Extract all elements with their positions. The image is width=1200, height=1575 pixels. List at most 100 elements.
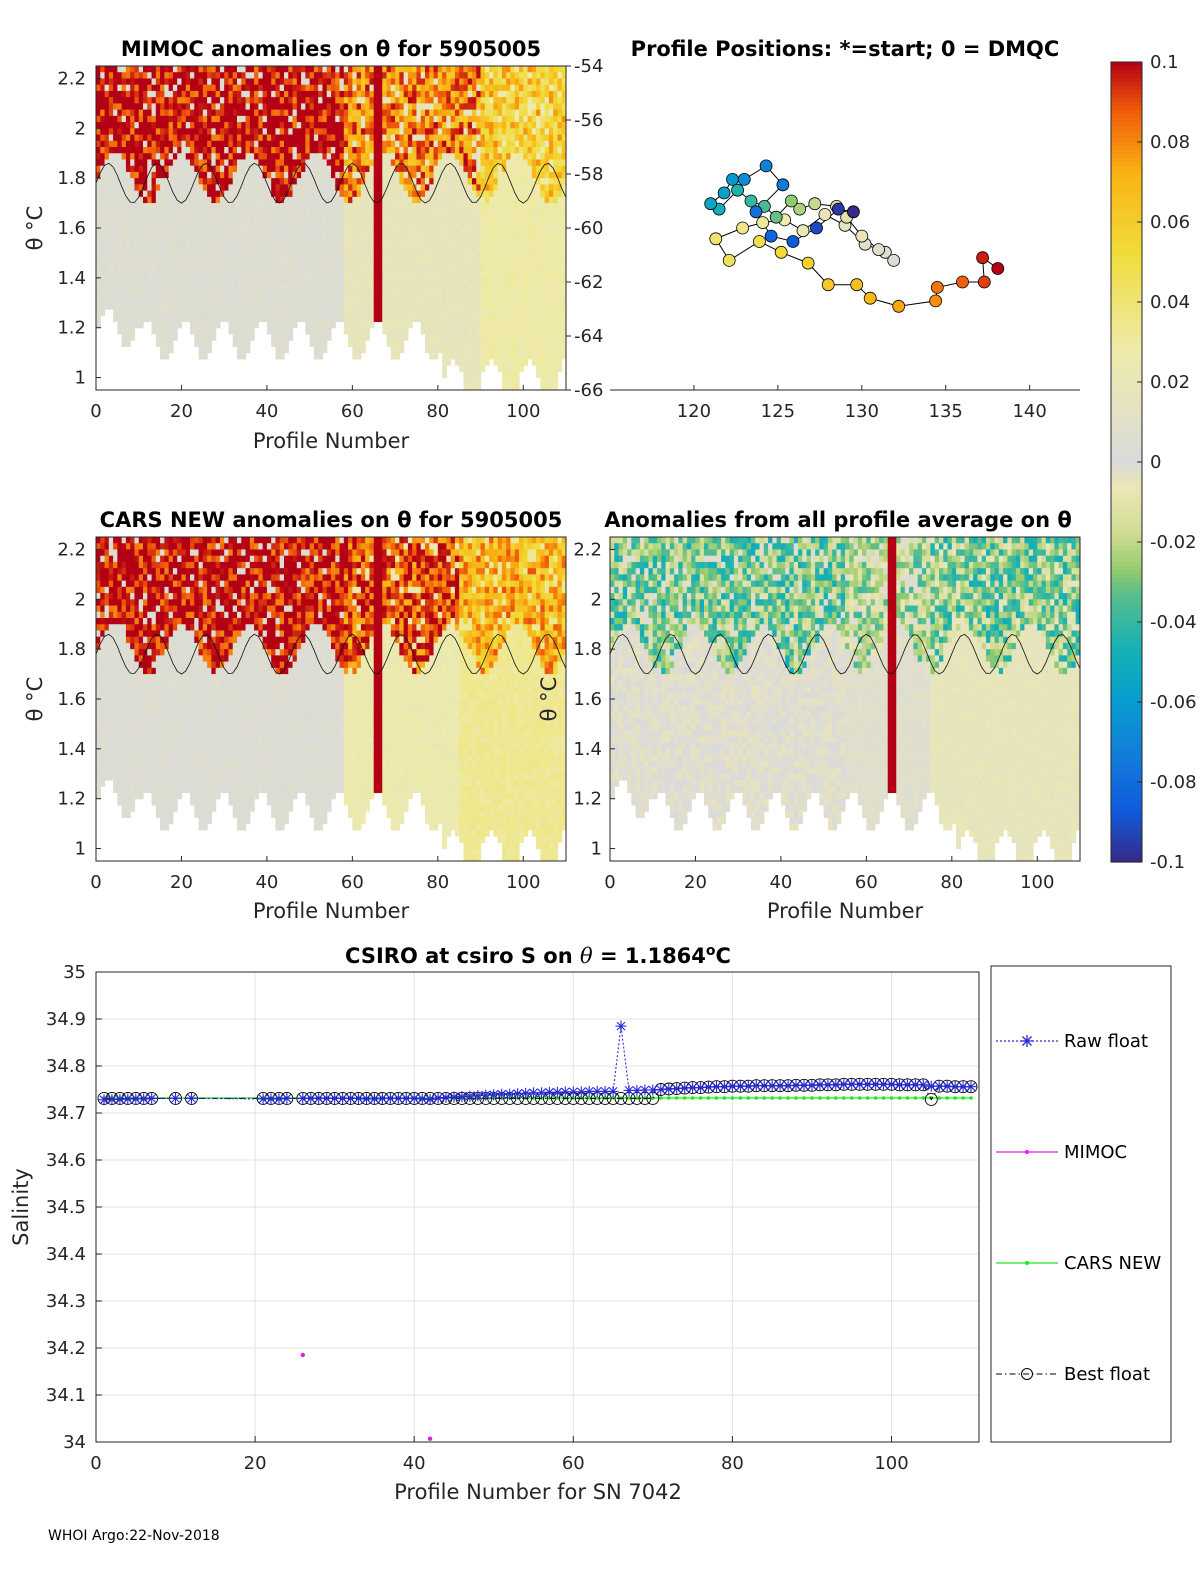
heatmap-cell xyxy=(386,90,392,98)
heatmap-cell xyxy=(202,128,208,136)
heatmap-cell xyxy=(553,221,559,229)
heatmap-cell xyxy=(181,290,187,298)
heatmap-cell xyxy=(181,271,187,279)
heatmap-cell xyxy=(553,234,559,242)
heatmap-cell xyxy=(331,184,336,192)
heatmap-cell xyxy=(420,90,426,98)
heatmap-cell xyxy=(378,122,383,129)
heatmap-cell xyxy=(437,140,443,148)
heatmap-cell xyxy=(463,302,469,310)
heatmap-cell xyxy=(416,221,422,229)
heatmap-cell xyxy=(527,290,533,298)
heatmap-cell xyxy=(399,246,405,254)
heatmap-cell xyxy=(442,259,447,266)
heatmap-cell xyxy=(198,259,204,266)
heatmap-cell xyxy=(202,103,208,111)
heatmap-cell xyxy=(378,153,383,161)
heatmap-cell xyxy=(360,309,366,316)
heatmap-cell xyxy=(335,115,341,123)
heatmap-cell xyxy=(378,165,383,173)
heatmap-cell xyxy=(395,97,400,104)
heatmap-cell xyxy=(339,296,345,304)
heatmap-cell xyxy=(536,140,541,148)
heatmap-cell xyxy=(309,90,315,98)
heatmap-cell xyxy=(531,246,537,254)
heatmap-cell xyxy=(557,333,563,341)
heatmap-cell xyxy=(365,265,371,273)
heatmap-cell xyxy=(548,97,554,104)
heatmap-cell xyxy=(437,90,443,98)
heatmap-cell xyxy=(134,196,140,204)
heatmap-cell xyxy=(348,277,353,285)
heatmap-cell xyxy=(382,97,388,104)
heatmap-cell xyxy=(395,78,400,86)
heatmap-cell xyxy=(407,265,413,273)
heatmap-cell xyxy=(472,228,477,235)
heatmap-cell xyxy=(335,153,341,161)
heatmap-cell xyxy=(343,134,349,142)
heatmap-cell xyxy=(425,346,430,354)
heatmap-cell xyxy=(403,296,409,304)
heatmap-cell xyxy=(147,72,153,80)
heatmap-cell xyxy=(523,209,529,217)
heatmap-cell xyxy=(407,203,413,210)
heatmap-cell xyxy=(553,203,559,210)
heatmap-cell xyxy=(510,153,516,161)
heatmap-cell xyxy=(437,265,443,273)
heatmap-cell xyxy=(343,315,349,323)
heatmap-cell xyxy=(506,147,512,154)
heatmap-cell xyxy=(134,203,140,210)
heatmap-cell xyxy=(241,153,247,161)
heatmap-cell xyxy=(489,246,494,254)
heatmap-cell xyxy=(313,246,319,254)
heatmap-cell xyxy=(472,159,477,167)
heatmap-cell xyxy=(207,209,212,217)
heatmap-cell xyxy=(403,66,409,73)
heatmap-cell xyxy=(113,228,118,235)
heatmap-cell xyxy=(416,277,422,285)
heatmap-cell xyxy=(134,140,140,148)
heatmap-cell xyxy=(454,309,460,316)
heatmap-cell xyxy=(467,221,473,229)
heatmap-cell xyxy=(271,72,277,80)
heatmap-cell xyxy=(160,234,165,242)
heatmap-cell xyxy=(130,203,136,210)
heatmap-cell xyxy=(501,252,507,260)
heatmap-cell xyxy=(318,246,324,254)
heatmap-cell xyxy=(454,78,460,86)
heatmap-cell xyxy=(262,259,268,266)
heatmap-cell xyxy=(446,159,452,167)
heatmap-cell xyxy=(331,228,336,235)
heatmap-cell xyxy=(254,234,259,242)
heatmap-cell xyxy=(433,321,439,329)
heatmap-cell xyxy=(266,190,272,198)
heatmap-cell xyxy=(207,140,212,148)
heatmap-cell xyxy=(463,271,469,279)
heatmap-cell xyxy=(373,209,379,217)
heatmap-cell xyxy=(446,321,452,329)
heatmap-cell xyxy=(202,134,208,142)
heatmap-cell xyxy=(262,72,268,80)
heatmap-cell xyxy=(301,271,306,279)
heatmap-cell xyxy=(262,290,268,298)
heatmap-cell xyxy=(454,246,460,254)
heatmap-cell xyxy=(416,122,422,129)
heatmap-cell xyxy=(254,203,259,210)
heatmap-cell xyxy=(514,259,520,266)
heatmap-cell xyxy=(446,209,452,217)
heatmap-cell xyxy=(382,315,388,323)
heatmap-cell xyxy=(155,115,161,123)
heatmap-cell xyxy=(245,234,251,242)
heatmap-cell xyxy=(386,246,392,254)
heatmap-cell xyxy=(450,265,456,273)
heatmap-cell xyxy=(480,252,486,260)
heatmap-cell xyxy=(215,277,221,285)
heatmap-cell xyxy=(531,103,537,111)
heatmap-cell xyxy=(155,153,161,161)
heatmap-cell xyxy=(463,284,469,291)
heatmap-cell xyxy=(540,277,546,285)
heatmap-cell xyxy=(164,327,170,335)
heatmap-cell xyxy=(407,309,413,316)
heatmap-cell xyxy=(493,321,499,329)
heatmap-cell xyxy=(275,103,281,111)
